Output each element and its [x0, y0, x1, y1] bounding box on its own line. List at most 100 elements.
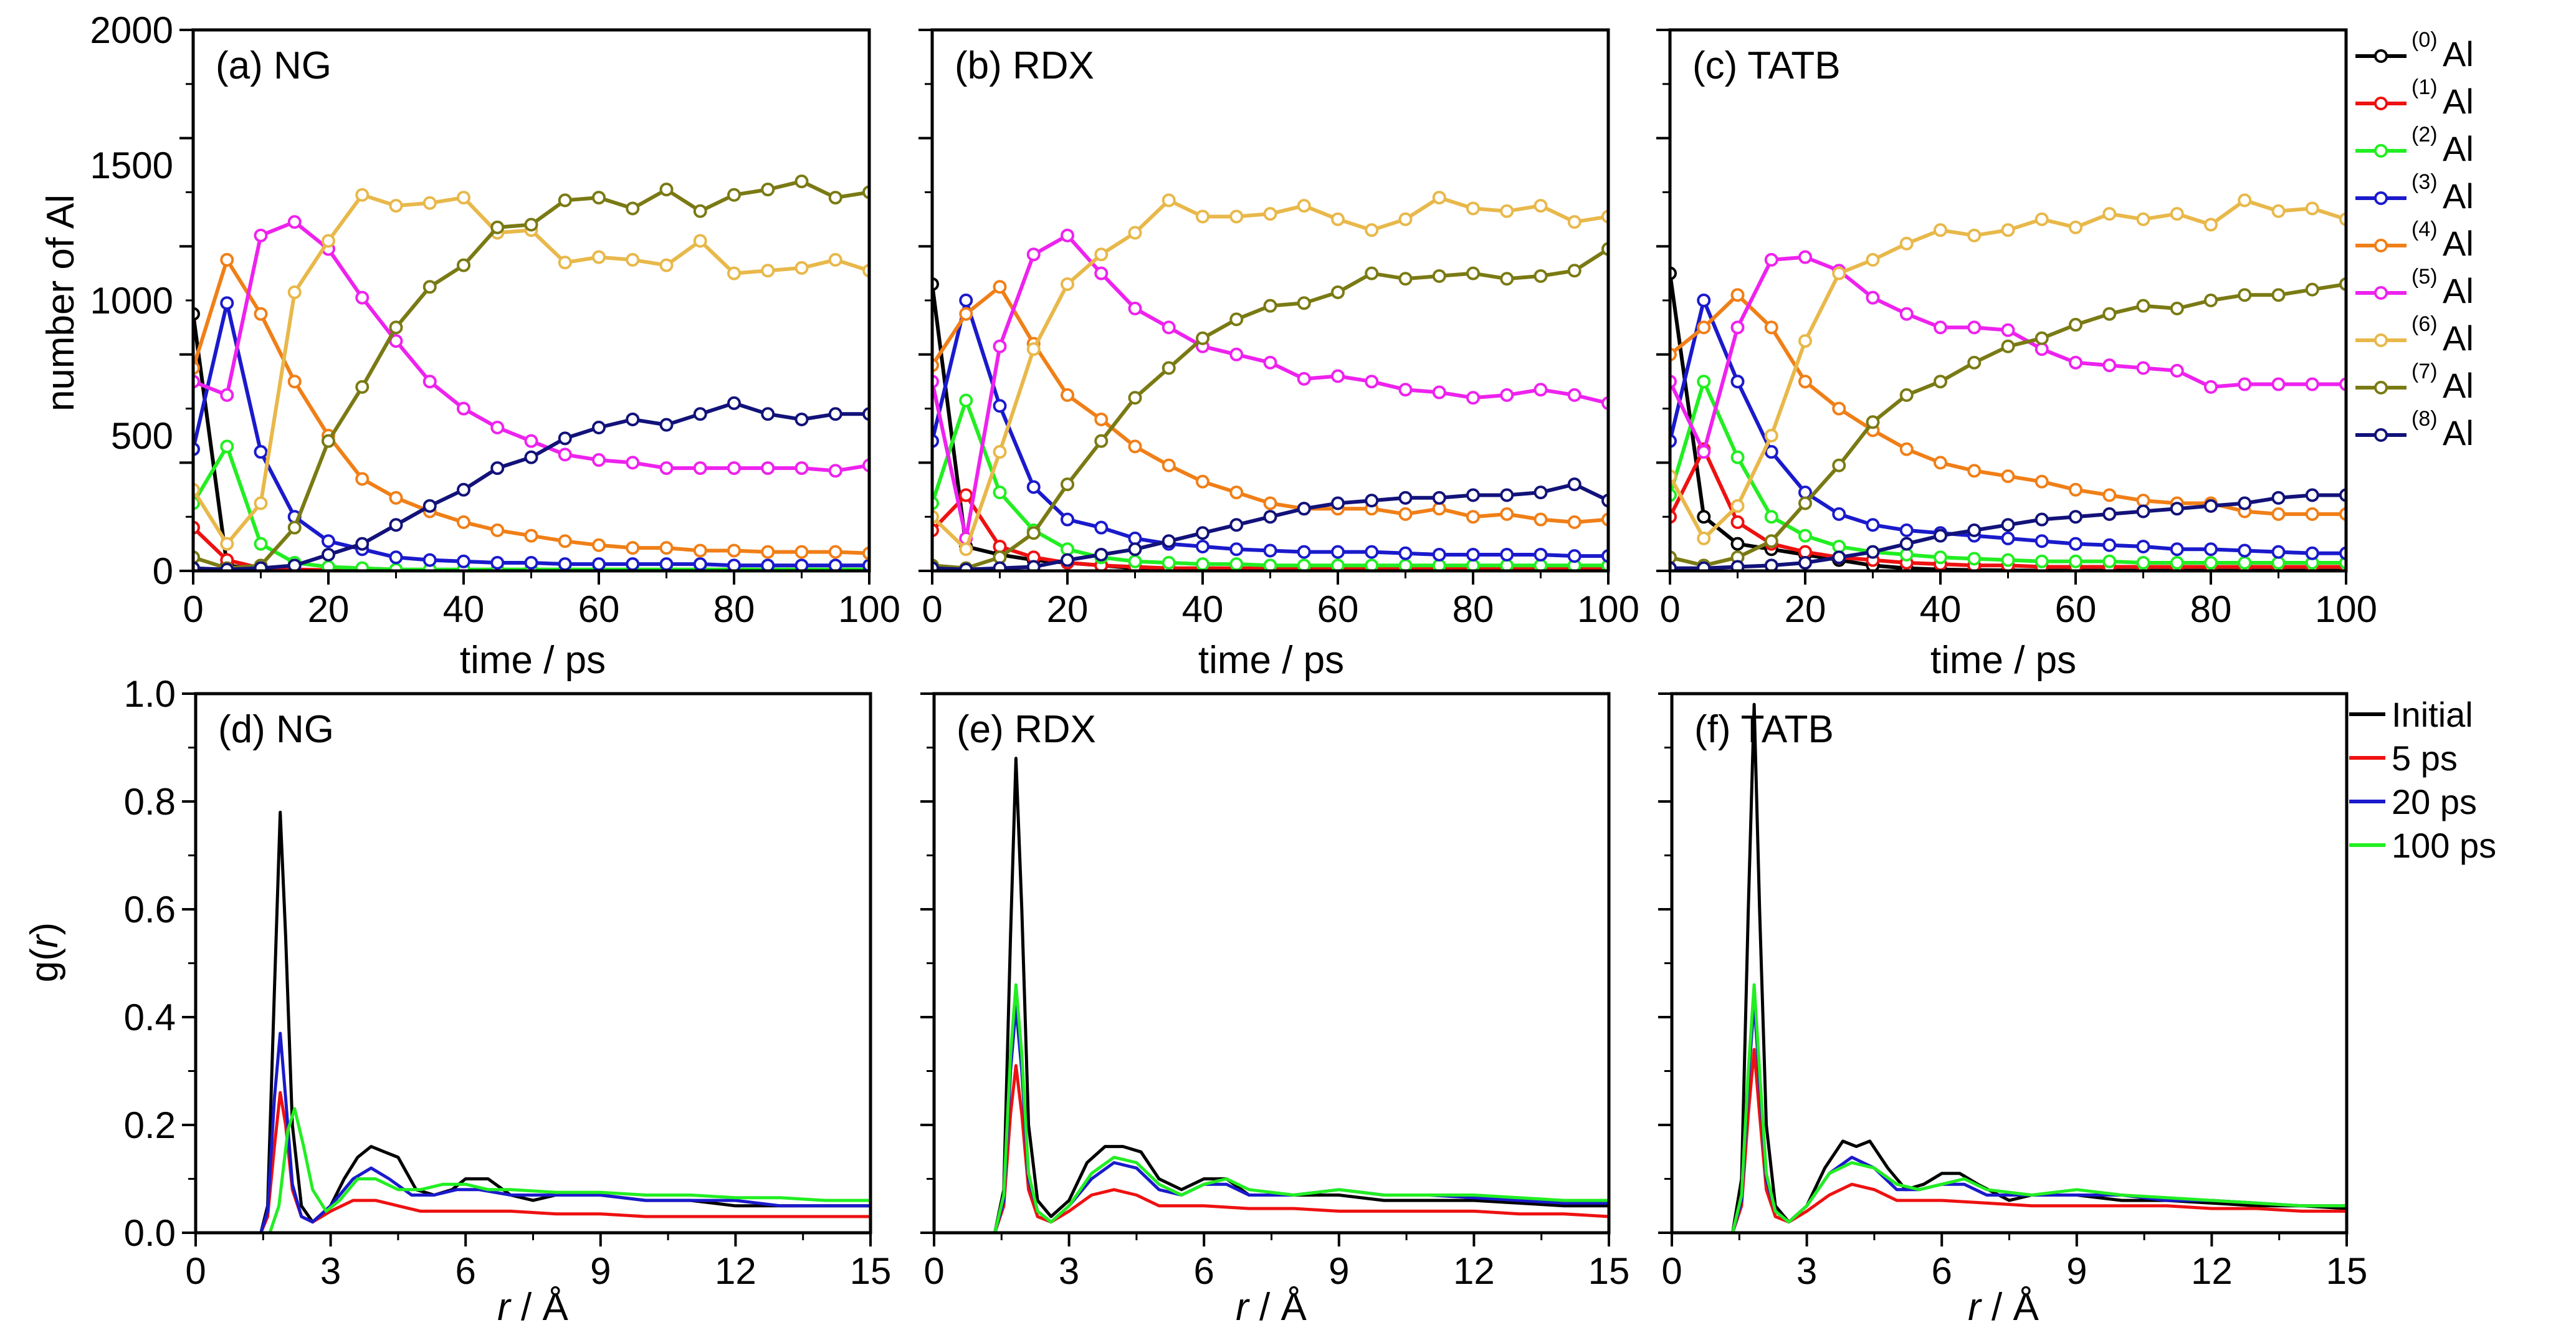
data-point: [524, 434, 538, 448]
data-point: [1697, 294, 1711, 307]
x-tick-label: 100: [838, 588, 900, 630]
data-point: [2271, 490, 2286, 505]
data-point: [490, 555, 505, 570]
data-point: [1866, 415, 1880, 429]
data-point: [220, 296, 234, 310]
data-point: [1466, 488, 1480, 502]
series-line: [196, 1107, 871, 1233]
series-line: [196, 1031, 871, 1233]
data-point: [355, 472, 370, 486]
data-point: [1398, 490, 1413, 505]
data-point: [2035, 474, 2049, 489]
data-point: [1798, 496, 1812, 510]
data-point: [1432, 191, 1446, 205]
data-point: [254, 307, 268, 321]
data-point: [322, 234, 335, 248]
data-point: [693, 407, 707, 421]
data-point: [1697, 445, 1711, 459]
r-variable: r: [497, 1286, 512, 1325]
data-point: [2102, 554, 2117, 568]
data-point: [1798, 545, 1812, 559]
data-point: [1500, 547, 1514, 562]
data-point: [1331, 285, 1345, 299]
y-tick-label: 500: [111, 415, 173, 457]
data-point: [659, 183, 674, 197]
series-line: [196, 1091, 871, 1233]
data-point: [1899, 537, 1914, 551]
data-point: [959, 542, 973, 557]
data-point: [220, 388, 234, 402]
y-tick-label: 1.0: [124, 673, 176, 715]
data-point: [457, 258, 470, 272]
data-point: [254, 537, 268, 551]
plot-area: [1670, 193, 2346, 571]
legend-label-100ps: 100 ps: [2392, 826, 2496, 865]
legend-marker: [2374, 333, 2388, 347]
data-point: [1730, 499, 1745, 513]
data-point: [1764, 445, 1778, 459]
data-point: [2102, 538, 2117, 552]
data-point: [1026, 342, 1041, 356]
data-point: [1764, 252, 1778, 267]
data-point: [1196, 331, 1209, 345]
data-point: [322, 434, 335, 448]
data-point: [1534, 383, 1548, 397]
data-point: [1094, 434, 1109, 448]
legend-sup: (5): [2411, 265, 2438, 289]
data-point: [287, 520, 302, 535]
x-tick-label: 15: [850, 1250, 892, 1292]
data-point: [659, 258, 674, 272]
data-point: [2305, 377, 2319, 391]
data-point: [2305, 488, 2319, 502]
series-line: [1672, 1048, 2347, 1233]
data-point: [1832, 401, 1846, 416]
data-point: [287, 375, 302, 389]
data-point: [1061, 512, 1074, 527]
data-point: [1730, 320, 1745, 335]
legend-label: Al: [2443, 271, 2474, 310]
data-point: [592, 191, 606, 205]
data-point: [422, 280, 437, 294]
data-point: [1730, 288, 1745, 302]
data-point: [1229, 312, 1244, 327]
x-tick-label: 80: [2190, 588, 2232, 630]
data-point: [1365, 494, 1379, 508]
data-point: [558, 256, 572, 270]
data-point: [2136, 361, 2150, 375]
data-point: [1061, 553, 1074, 567]
data-point: [2271, 377, 2286, 391]
data-point: [1229, 486, 1244, 500]
data-point: [761, 558, 775, 571]
data-point: [1061, 228, 1074, 242]
data-point: [1263, 543, 1277, 558]
data-point: [2238, 555, 2252, 570]
data-point: [1365, 558, 1379, 571]
data-point: [727, 396, 741, 410]
x-tick-label: 12: [1453, 1250, 1495, 1292]
data-point: [1229, 347, 1244, 361]
data-point: [2136, 299, 2150, 313]
legend-sup: (7): [2411, 360, 2438, 383]
data-point: [1263, 558, 1277, 571]
panel-6: 0 3 6 9 12 15 (f) TATB: [1658, 692, 2367, 1292]
data-point: [1162, 458, 1176, 472]
data-point: [220, 537, 234, 551]
data-point: [659, 418, 674, 432]
data-point: [794, 461, 809, 476]
data-point: [2170, 542, 2184, 557]
y-tick-label: 0: [153, 550, 173, 592]
x-tick-label: 40: [1182, 588, 1224, 630]
legend-item-al0: (0) Al: [2411, 28, 2474, 74]
data-point: [2305, 282, 2319, 297]
data-point: [1331, 496, 1345, 510]
data-point: [727, 266, 741, 280]
legend-marker: [2374, 381, 2388, 395]
legend-marker: [2374, 239, 2388, 252]
data-point: [2069, 482, 2082, 497]
data-point: [2170, 502, 2184, 516]
bottom-y-axis-title: g(r): [23, 922, 66, 982]
data-point: [1832, 550, 1846, 565]
data-point: [626, 201, 640, 216]
